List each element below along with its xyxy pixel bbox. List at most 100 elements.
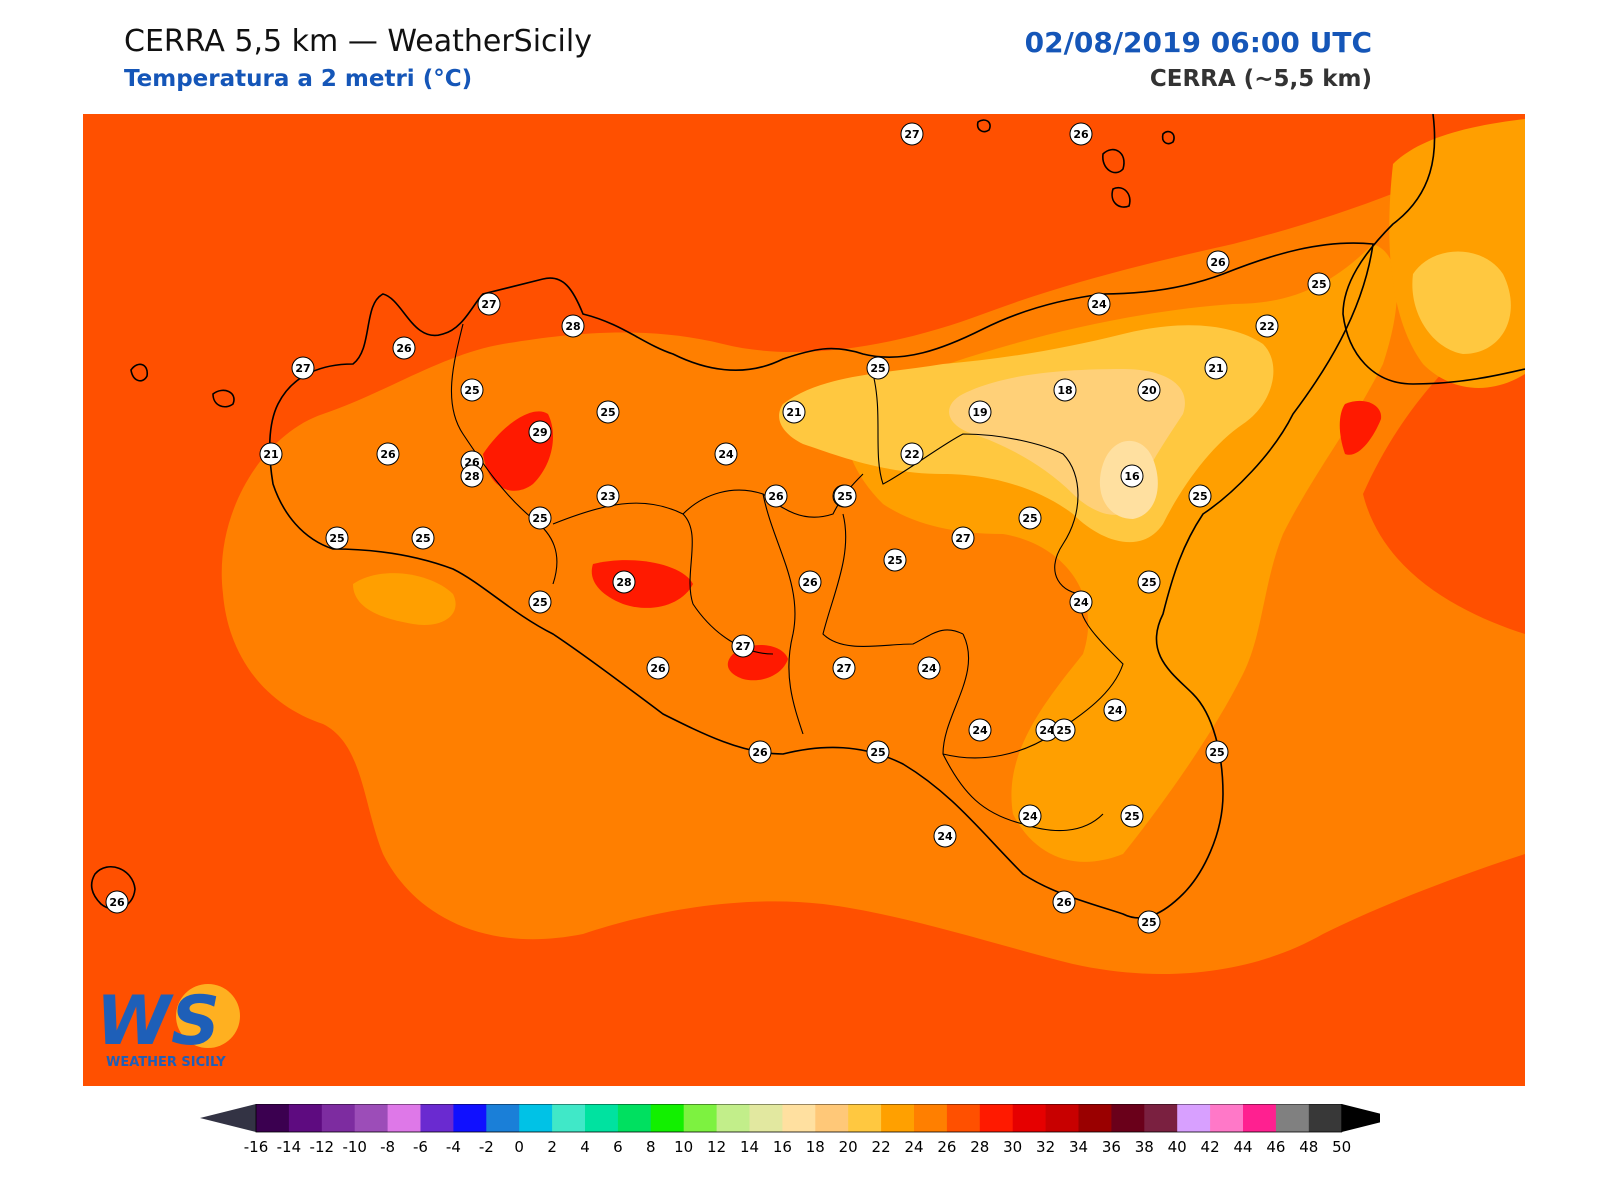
colorbar-tick-label: 36 xyxy=(1102,1138,1121,1156)
station-marker-circle xyxy=(1137,570,1161,594)
colorbar-tick-label: 6 xyxy=(613,1138,623,1156)
station-marker-circle xyxy=(259,442,283,466)
colorbar-tick-label: 26 xyxy=(937,1138,956,1156)
station-temperature-label: 22 xyxy=(1259,320,1274,333)
colorbar-swatch xyxy=(256,1104,290,1132)
station-temperature-label: 25 xyxy=(415,532,430,545)
colorbar-tick-label: 22 xyxy=(872,1138,891,1156)
title-datetime: 02/08/2019 06:00 UTC xyxy=(1024,26,1372,59)
colorbar-swatch xyxy=(1012,1104,1047,1132)
station-temperature-label: 25 xyxy=(870,746,885,759)
station-marker: 25 xyxy=(1205,740,1229,764)
station-temperature-label: 24 xyxy=(1073,596,1089,609)
station-marker: 25 xyxy=(1120,804,1144,828)
station-marker-circle xyxy=(900,122,924,146)
colorbar-tick-label: 0 xyxy=(514,1138,524,1156)
station-temperature-label: 19 xyxy=(972,406,987,419)
station-temperature-label: 27 xyxy=(481,298,496,311)
colorbar-tick-label: 12 xyxy=(707,1138,726,1156)
colorbar-swatch xyxy=(420,1104,454,1132)
colorbar-swatch xyxy=(1045,1104,1079,1132)
temperature-map: 27 26 26 25 27 24 28 22 26 27 25 26 21 25 25 18 20 19 21 29… xyxy=(83,114,1525,1086)
station-marker: 25 xyxy=(325,526,349,550)
station-temperature-label: 24 xyxy=(1039,724,1055,737)
station-marker-circle xyxy=(731,634,755,658)
station-temperature-label: 25 xyxy=(532,512,547,525)
station-marker: 25 xyxy=(1018,506,1042,530)
station-marker: 25 xyxy=(1188,484,1212,508)
colorbar-swatch xyxy=(552,1104,586,1132)
station-temperature-label: 28 xyxy=(565,320,580,333)
station-temperature-label: 24 xyxy=(718,448,734,461)
station-temperature-label: 25 xyxy=(887,554,902,567)
station-marker: 21 xyxy=(259,442,283,466)
station-marker: 24 xyxy=(933,824,957,848)
station-temperature-label: 21 xyxy=(1208,362,1223,375)
station-marker-circle xyxy=(612,570,636,594)
calabria-coastline xyxy=(1342,114,1525,385)
station-marker-circle xyxy=(392,336,416,360)
station-temperature-label: 26 xyxy=(1073,128,1089,141)
station-temperature-label: 26 xyxy=(1056,896,1072,909)
station-marker-circle xyxy=(1204,356,1228,380)
station-marker-circle xyxy=(1205,740,1229,764)
station-temperature-label: 25 xyxy=(837,490,852,503)
station-marker-circle xyxy=(561,314,585,338)
colorbar-swatch xyxy=(650,1104,685,1132)
station-marker-circle xyxy=(833,484,857,508)
station-marker-circle xyxy=(1053,378,1077,402)
field-28c-ionian xyxy=(1339,400,1382,455)
station-marker-circle xyxy=(832,656,856,680)
station-marker-circle xyxy=(1103,698,1127,722)
border-trapani-palermo xyxy=(450,323,558,585)
island-vulcano xyxy=(1111,187,1131,208)
colorbar-swatch xyxy=(321,1104,356,1132)
station-marker: 21 xyxy=(1204,356,1228,380)
colorbar-swatch xyxy=(1177,1104,1211,1132)
stromboli-coast xyxy=(1161,130,1175,145)
station-marker-circle xyxy=(1052,718,1076,742)
station-temperature-label: 21 xyxy=(263,448,278,461)
station-marker-circle xyxy=(866,356,890,380)
station-marker: 25 xyxy=(833,484,857,508)
colorbar-swatches xyxy=(200,1104,1380,1133)
station-marker: 24 xyxy=(1087,292,1111,316)
station-marker: 26 xyxy=(1052,890,1076,914)
station-temperature-label: 18 xyxy=(1057,384,1072,397)
station-marker: 27 xyxy=(477,292,501,316)
border-messina-catania xyxy=(872,373,1084,595)
station-temperature-label: 27 xyxy=(836,662,851,675)
island-marettimo xyxy=(130,363,148,382)
station-marker: 25 xyxy=(411,526,435,550)
station-marker-circle xyxy=(376,442,400,466)
station-marker-circle xyxy=(1137,378,1161,402)
colorbar-swatch xyxy=(782,1104,816,1132)
station-marker-circle xyxy=(917,656,941,680)
station-marker: 26 xyxy=(392,336,416,360)
colorbar-tick-label: 16 xyxy=(773,1138,792,1156)
station-marker: 25 xyxy=(460,378,484,402)
station-marker-circle xyxy=(782,400,806,424)
colorbar-swatch xyxy=(1308,1104,1343,1132)
colorbar-tick-label: 44 xyxy=(1233,1138,1252,1156)
station-marker-circle xyxy=(968,400,992,424)
station-marker-circle xyxy=(528,590,552,614)
station-marker-circle xyxy=(325,526,349,550)
colorbar-swatch xyxy=(979,1104,1014,1132)
colorbar-tick-label: 40 xyxy=(1168,1138,1187,1156)
logo-letters: WS xyxy=(96,982,220,1061)
station-marker-circle xyxy=(528,506,552,530)
station-marker-circle xyxy=(528,420,552,444)
station-temperature-label: 25 xyxy=(870,362,885,375)
colorbar-tick-label: 10 xyxy=(674,1138,693,1156)
station-marker: 24 xyxy=(1069,590,1093,614)
colorbar-under-arrow xyxy=(200,1104,256,1132)
colorbar-swatch xyxy=(617,1104,652,1132)
station-marker: 24 xyxy=(968,718,992,742)
station-marker-circle xyxy=(1188,484,1212,508)
colorbar-tick-label: 18 xyxy=(806,1138,825,1156)
station-marker: 25 xyxy=(1307,272,1331,296)
island-ustica xyxy=(976,119,991,133)
station-temperature-label: 28 xyxy=(464,470,479,483)
station-temperature-label: 25 xyxy=(1209,746,1224,759)
